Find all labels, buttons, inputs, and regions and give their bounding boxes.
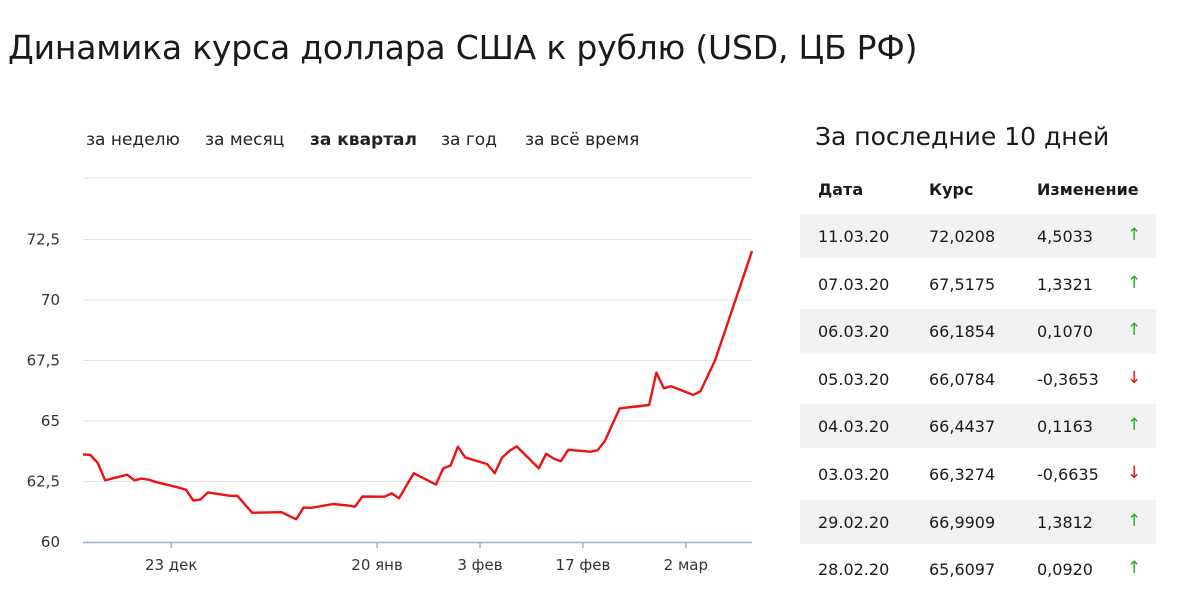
table-header: Дата Курс Изменение: [800, 168, 1156, 214]
side-title: За последние 10 дней: [815, 122, 1110, 151]
row-change: -0,6635: [1037, 464, 1099, 484]
header-change: Изменение: [1037, 180, 1139, 199]
row-rate: 66,3274: [929, 464, 996, 484]
row-change: -0,3653: [1037, 369, 1099, 389]
table-row: 29.02.20 66,9909 1,3812 ↑: [800, 499, 1156, 544]
tab-quarter[interactable]: за квартал: [310, 130, 417, 150]
row-date: 04.03.20: [818, 417, 890, 437]
row-date: 28.02.20: [818, 560, 890, 580]
table-row: 11.03.20 72,0208 4,5033 ↑: [800, 214, 1156, 258]
tab-all-time[interactable]: за всё время: [525, 130, 640, 150]
page-title: Динамика курса доллара США к рублю (USD,…: [8, 28, 918, 67]
table-row: 28.02.20 65,6097 0,0920 ↑: [800, 547, 1156, 591]
tab-week[interactable]: за неделю: [86, 130, 180, 150]
arrow-up-icon: ↑: [1127, 320, 1142, 341]
arrow-up-icon: ↑: [1127, 272, 1142, 293]
row-rate: 66,9909: [929, 512, 996, 532]
row-change: 1,3321: [1037, 274, 1093, 294]
row-change: 0,1070: [1037, 322, 1093, 342]
table-row: 05.03.20 66,0784 -0,3653 ↓: [800, 357, 1156, 401]
tab-month[interactable]: за месяц: [205, 130, 285, 150]
arrow-up-icon: ↑: [1127, 415, 1142, 436]
arrow-up-icon: ↑: [1127, 225, 1142, 245]
row-rate: 72,0208: [929, 227, 996, 246]
header-rate: Курс: [929, 180, 974, 199]
table-row: 06.03.20 66,1854 0,1070 ↑: [800, 309, 1156, 354]
row-rate: 65,6097: [929, 560, 996, 580]
row-rate: 67,5175: [929, 274, 996, 294]
y-tick-label: 72,5: [27, 231, 60, 249]
row-change: 4,5033: [1037, 227, 1093, 246]
arrow-up-icon: ↑: [1127, 558, 1142, 579]
y-tick-label: 70: [41, 291, 60, 309]
table-row: 04.03.20 66,4437 0,1163 ↑: [800, 404, 1156, 449]
y-tick-label: 67,5: [27, 352, 60, 370]
header-date: Дата: [818, 180, 864, 199]
usd-rate-chart: 72,5 70 67,5 65 62,5 60 23 дек 20 янв 3 фев 17 ф…: [27, 177, 754, 574]
y-tick-label: 60: [41, 533, 60, 551]
arrow-up-icon: ↑: [1127, 510, 1142, 531]
row-date: 29.02.20: [818, 512, 890, 532]
row-change: 1,3812: [1037, 512, 1093, 532]
y-tick-label: 65: [41, 412, 60, 430]
row-date: 06.03.20: [818, 322, 890, 342]
row-date: 05.03.20: [818, 369, 890, 389]
row-rate: 66,0784: [929, 369, 996, 389]
x-tick-label: 20 янв: [351, 556, 403, 574]
table-row: 03.03.20 66,3274 -0,6635 ↓: [800, 452, 1156, 496]
row-change: 0,1163: [1037, 417, 1093, 437]
row-rate: 66,4437: [929, 417, 996, 437]
x-tick-label: 17 фев: [556, 556, 611, 574]
x-tick-label: 23 дек: [145, 556, 198, 574]
y-tick-label: 62,5: [27, 473, 60, 491]
x-tick-label: 3 фев: [457, 556, 502, 574]
x-tick-label: 2 мар: [664, 556, 708, 574]
usd-rate-line: [82, 250, 754, 521]
row-date: 03.03.20: [818, 464, 890, 484]
table-row: 07.03.20 67,5175 1,3321 ↑: [800, 262, 1156, 306]
row-date: 11.03.20: [818, 227, 890, 246]
row-date: 07.03.20: [818, 274, 890, 294]
row-rate: 66,1854: [929, 322, 996, 342]
arrow-down-icon: ↓: [1127, 367, 1142, 388]
tab-year[interactable]: за год: [441, 130, 497, 150]
arrow-down-icon: ↓: [1127, 462, 1142, 483]
row-change: 0,0920: [1037, 560, 1093, 580]
rates-table: Дата Курс Изменение 11.03.20 72,0208 4,503…: [800, 168, 1156, 595]
